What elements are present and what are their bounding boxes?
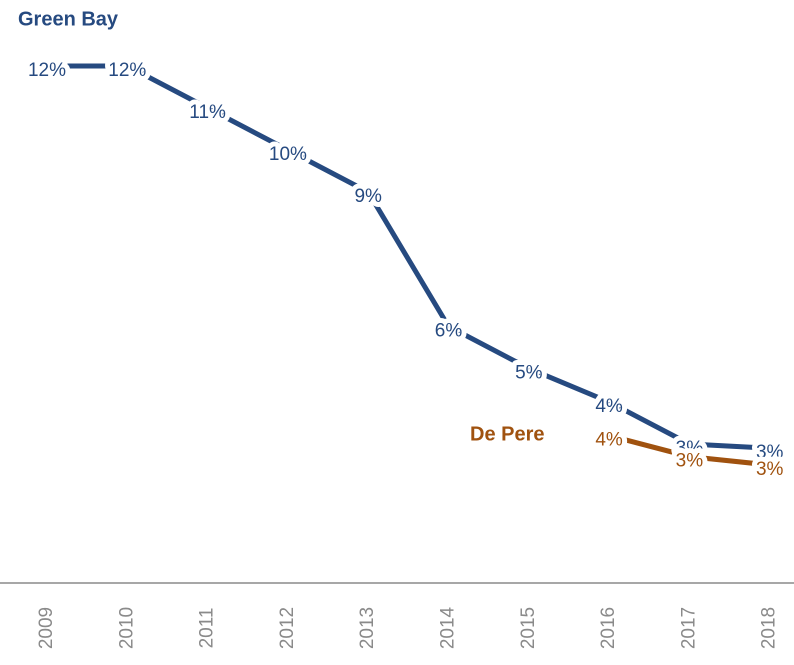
series-name: Green Bay (18, 8, 119, 30)
value-labels: 12% 12%11%10%9%6%5%4%3% 3%4%3% 3% (23, 55, 789, 485)
x-tick-label: 2016 (598, 607, 619, 649)
data-label: 10% (269, 144, 307, 165)
data-label: 12% (108, 60, 146, 81)
data-label: 4% (595, 430, 623, 451)
data-label: 12% (28, 60, 66, 81)
series-group (47, 63, 770, 451)
series-line (608, 433, 770, 468)
data-label: 11% (189, 102, 226, 123)
data-label: 3% (676, 451, 704, 472)
data-label: 3% (756, 442, 784, 463)
x-tick-label: 2011 (197, 608, 218, 649)
x-tick-label: 2009 (36, 607, 57, 649)
x-tick-label: 2010 (116, 607, 137, 649)
x-tick-label: 2017 (678, 607, 699, 649)
data-label: 4% (595, 396, 623, 417)
x-tick-label: 2014 (438, 606, 459, 649)
x-tick-label: 2012 (277, 607, 298, 649)
data-label: 5% (515, 362, 543, 383)
x-tick-label: 2015 (518, 607, 539, 649)
x-tick-label: 2013 (357, 607, 378, 649)
data-label: 6% (435, 320, 463, 341)
x-tick-label: 2018 (759, 607, 780, 649)
data-label: 3% (676, 438, 704, 459)
series-group (608, 433, 770, 468)
series-name: De Pere (470, 423, 545, 445)
series-line (47, 63, 770, 451)
data-label: 9% (354, 186, 382, 207)
data-label: 3% (756, 459, 784, 480)
